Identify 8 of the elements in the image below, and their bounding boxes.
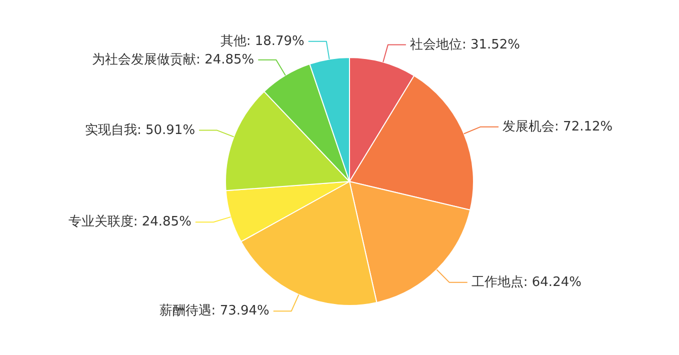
- slice-label: 专业关联度: 24.85%: [68, 214, 192, 230]
- slice-label: 发展机会: 72.12%: [502, 119, 613, 134]
- slice-label: 工作地点: 64.24%: [471, 274, 582, 290]
- slice-label: 实现自我: 50.91%: [84, 122, 196, 138]
- slice-label: 为社会发展做贡献: 24.85%: [92, 52, 254, 68]
- slice-label: 薪酬待遇: 73.94%: [159, 304, 270, 319]
- slice-label: 社会地位: 31.52%: [410, 37, 520, 52]
- slice-label: 其他: 18.79%: [220, 34, 304, 49]
